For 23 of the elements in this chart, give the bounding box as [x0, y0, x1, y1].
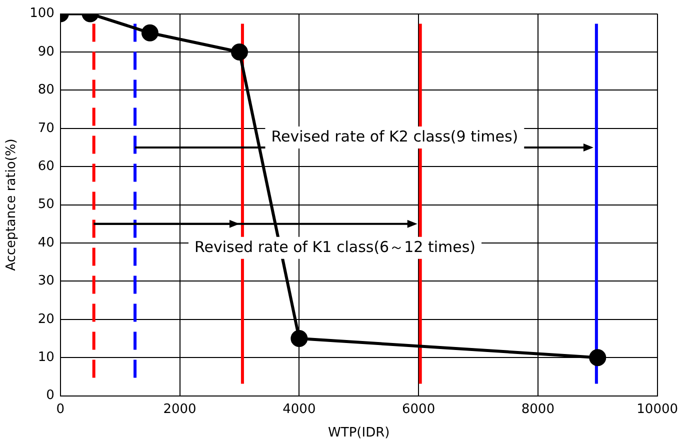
x-tick-label: 4000	[282, 402, 316, 417]
annotation: Revised rate of K1 class(6～12 times)	[194, 238, 476, 256]
y-tick-label: 80	[38, 82, 54, 98]
y-tick-label: 0	[46, 388, 54, 404]
x-tick-label: 2000	[163, 402, 196, 417]
y-axis-title: Acceptance ratio(%)	[4, 138, 20, 271]
y-tick-label: 20	[38, 312, 54, 327]
y-tick-label: 50	[38, 197, 54, 212]
x-tick-label: 0	[56, 402, 65, 417]
x-tick-label: 6000	[402, 402, 436, 417]
point	[589, 349, 606, 366]
x-tick-label: 10000	[636, 402, 678, 417]
point	[290, 330, 308, 347]
y-tick-label: 100	[30, 6, 54, 22]
y-tick-label: 90	[38, 44, 54, 60]
y-tick-label: 60	[38, 158, 54, 174]
y-tick-label: 70	[38, 120, 54, 136]
y-tick-label: 30	[38, 274, 54, 289]
x-axis-title: WTP(IDR)	[328, 426, 390, 441]
annotation: Revised rate of K2 class(9 times)	[271, 127, 518, 146]
y-tick-label: 40	[38, 235, 54, 250]
y-tick-label: 10	[38, 350, 54, 365]
x-tick-label: 8000	[521, 402, 554, 417]
